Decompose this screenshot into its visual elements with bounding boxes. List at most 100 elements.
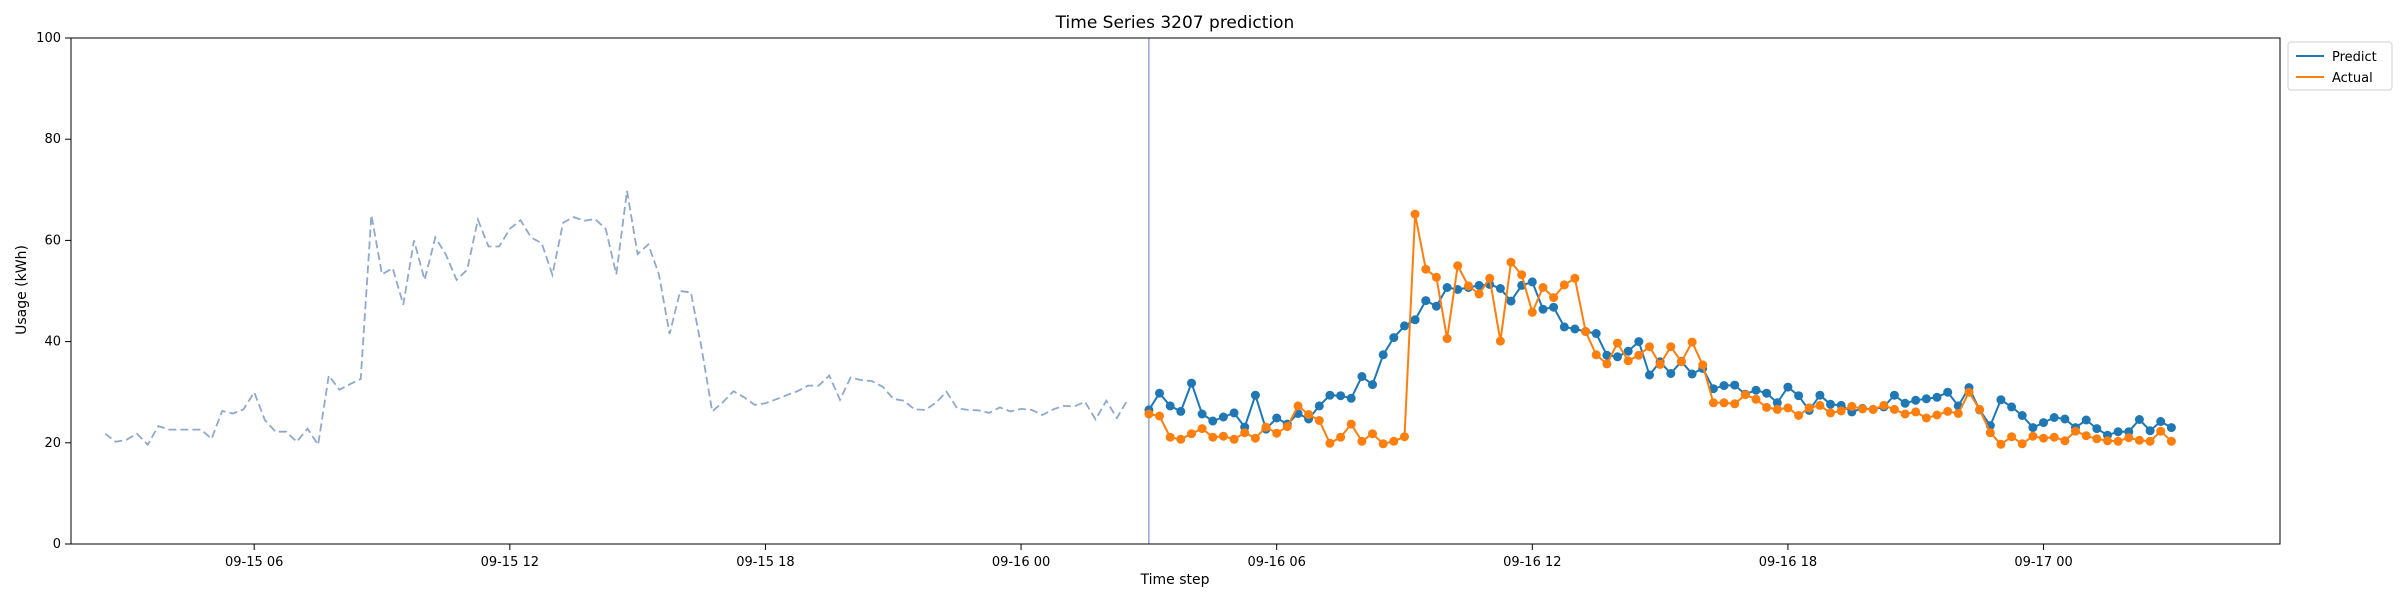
- data-point-actual: [1623, 356, 1633, 366]
- data-point-predict: [1400, 321, 1409, 331]
- data-point-actual: [1250, 433, 1260, 443]
- data-point-predict: [1666, 369, 1676, 378]
- data-point-actual: [1463, 281, 1473, 291]
- data-point-predict: [1272, 413, 1282, 423]
- data-point-predict: [2081, 415, 2091, 425]
- data-point-actual: [1527, 307, 1537, 317]
- data-point-predict: [1719, 381, 1729, 391]
- data-point-actual: [2124, 433, 2134, 443]
- data-point-actual: [1687, 337, 1697, 347]
- data-point-actual: [1570, 273, 1580, 283]
- data-point-actual: [1549, 293, 1559, 303]
- data-point-predict: [1527, 277, 1537, 287]
- data-point-actual: [2156, 426, 2166, 436]
- data-point-actual: [2134, 435, 2144, 445]
- data-point-predict: [1613, 352, 1622, 362]
- y-tick-label: 100: [36, 31, 61, 46]
- plot-frame: [70, 37, 2281, 545]
- data-point-actual: [1261, 422, 1271, 432]
- data-point-actual: [1506, 257, 1516, 267]
- data-point-actual: [2103, 436, 2112, 446]
- data-point-actual: [1815, 400, 1825, 410]
- x-axis-label: Time step: [1140, 572, 1210, 588]
- data-point-actual: [1645, 342, 1654, 352]
- data-point-predict: [2060, 414, 2070, 424]
- data-point-predict: [1197, 409, 1207, 419]
- data-point-actual: [1836, 406, 1846, 416]
- data-point-actual: [1400, 432, 1409, 442]
- data-point-actual: [1431, 272, 1441, 282]
- data-point-predict: [1591, 329, 1601, 338]
- data-point-predict: [1900, 398, 1910, 408]
- data-point-predict: [1474, 280, 1484, 290]
- data-point-actual: [1602, 359, 1612, 369]
- data-point-actual: [1975, 404, 1985, 414]
- data-point-actual: [1730, 399, 1740, 409]
- data-point-predict: [1687, 369, 1697, 379]
- data-point-actual: [1453, 261, 1463, 271]
- data-point-actual: [1911, 407, 1921, 417]
- data-point-actual: [2071, 426, 2080, 436]
- data-point-actual: [1794, 411, 1804, 420]
- data-point-predict: [1783, 382, 1793, 392]
- x-tick-label: 09-16 00: [992, 555, 1050, 570]
- data-point-predict: [1826, 399, 1835, 409]
- data-point-predict: [2145, 426, 2155, 436]
- data-point-predict: [2039, 418, 2048, 428]
- history-line: [104, 190, 1129, 448]
- data-point-actual: [1357, 436, 1367, 446]
- y-tick-label: 20: [44, 436, 61, 451]
- data-point-actual: [1751, 394, 1761, 404]
- data-point-actual: [1666, 342, 1676, 352]
- plot-area: [104, 38, 2176, 544]
- data-point-actual: [1346, 419, 1356, 429]
- data-point-predict: [1506, 296, 1516, 306]
- data-point-predict: [1208, 416, 1218, 426]
- data-point-predict: [2113, 427, 2123, 437]
- data-point-actual: [1282, 422, 1292, 432]
- data-point-predict: [2007, 402, 2017, 412]
- data-point-actual: [1804, 403, 1814, 413]
- x-tick-label: 09-15 12: [481, 555, 539, 570]
- y-tick-label: 60: [44, 233, 61, 248]
- data-point-predict: [1155, 388, 1164, 398]
- data-point-predict: [1218, 412, 1228, 422]
- data-point-actual: [1165, 432, 1175, 442]
- data-point-actual: [1272, 428, 1282, 438]
- data-point-actual: [1964, 387, 1974, 397]
- data-point-predict: [1623, 346, 1633, 356]
- data-point-predict: [2166, 423, 2176, 433]
- data-point-predict: [1932, 392, 1942, 402]
- data-point-actual: [1985, 428, 1995, 438]
- data-point-predict: [1794, 391, 1804, 401]
- data-point-actual: [2017, 439, 2027, 449]
- data-point-predict: [2134, 415, 2144, 424]
- data-point-predict: [1176, 406, 1186, 416]
- x-tick-label: 09-16 18: [1759, 555, 1817, 570]
- data-point-actual: [1613, 338, 1622, 348]
- data-point-actual: [1719, 398, 1729, 408]
- data-point-predict: [1165, 401, 1175, 411]
- data-point-actual: [1879, 400, 1889, 410]
- data-point-actual: [1378, 439, 1388, 449]
- legend: Predict Actual: [2287, 41, 2393, 91]
- legend-label-actual: Actual: [2332, 71, 2373, 86]
- data-point-predict: [1336, 391, 1346, 401]
- data-point-actual: [1197, 424, 1207, 434]
- data-point-actual: [1304, 410, 1314, 419]
- data-point-predict: [2092, 424, 2102, 434]
- data-point-actual: [2166, 436, 2176, 446]
- data-point-actual: [1410, 209, 1420, 219]
- data-point-predict: [1772, 398, 1782, 408]
- axes: 0 20 40 60 80 100 09-15 06 09-15 12 09-15 18 09-1…: [36, 31, 2073, 570]
- legend-label-predict: Predict: [2332, 50, 2377, 65]
- data-point-actual: [1740, 390, 1750, 400]
- data-point-predict: [1410, 315, 1420, 325]
- data-point-predict: [1751, 385, 1761, 395]
- data-point-actual: [1858, 404, 1867, 414]
- data-point-actual: [1581, 327, 1591, 336]
- data-point-actual: [1559, 280, 1569, 290]
- data-point-actual: [2039, 433, 2048, 443]
- data-point-actual: [1538, 283, 1548, 292]
- y-tick-label: 80: [44, 132, 61, 147]
